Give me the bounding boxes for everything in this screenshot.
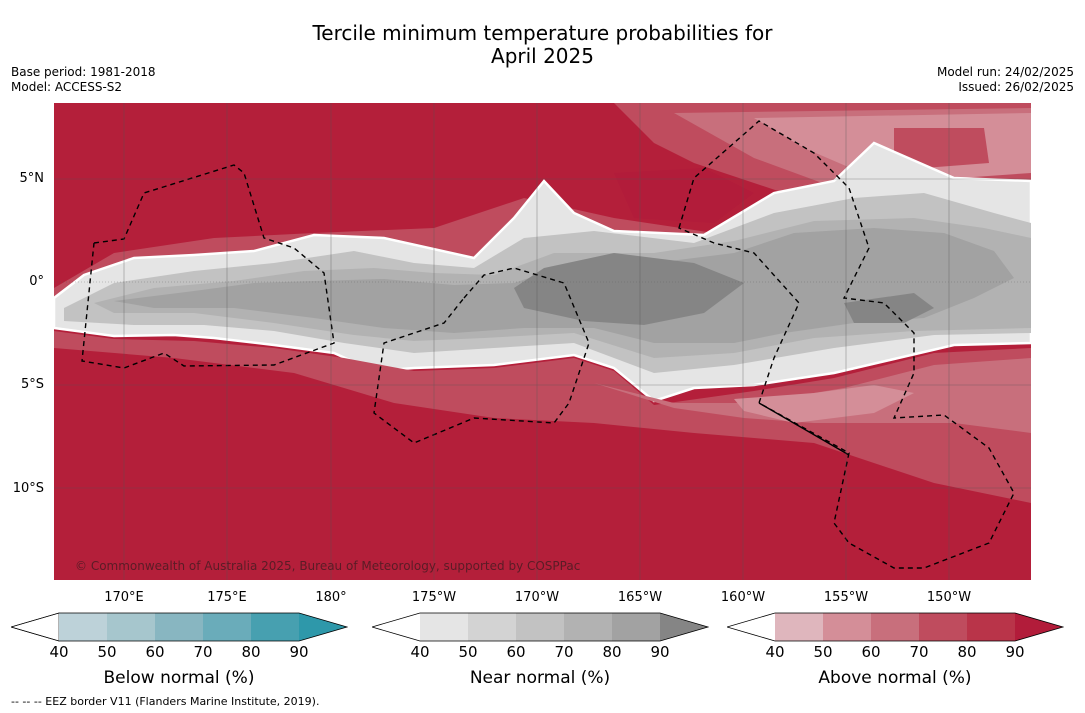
lon-label-180: 180° — [315, 590, 347, 605]
near-segment-5 — [612, 613, 660, 641]
above-tick: 50 — [813, 643, 833, 661]
above-outline — [727, 612, 1064, 642]
above-tick: 90 — [1005, 643, 1025, 661]
chart-title: Tercile minimum temperature probabilitie… — [0, 22, 1085, 68]
probability-map — [54, 103, 1031, 580]
below-segment-3 — [155, 613, 203, 641]
lat-label-5n: 5°N — [19, 171, 45, 186]
above-segment-5 — [967, 613, 1015, 641]
lon-label-155w: 155°W — [823, 590, 869, 605]
eez-borders — [81, 120, 1015, 569]
base-period: Base period: 1981-2018 — [11, 65, 156, 79]
near-outline — [372, 612, 709, 642]
above-tick: 70 — [909, 643, 929, 661]
below-segment-5 — [251, 613, 299, 641]
near-tick: 80 — [602, 643, 622, 661]
below-segment-4 — [203, 613, 251, 641]
title-line-2: April 2025 — [491, 44, 594, 68]
meta-left: Base period: 1981-2018 Model: ACCESS-S2 — [11, 65, 156, 95]
below-outline — [11, 612, 348, 642]
above-segment-4 — [919, 613, 967, 641]
lat-label-10s: 10°S — [12, 481, 44, 496]
below-tick: 40 — [49, 643, 69, 661]
colorbar-near — [372, 612, 709, 642]
lon-label-150w: 150°W — [926, 590, 972, 605]
above-tick: 60 — [861, 643, 881, 661]
lat-label-0: 0° — [29, 274, 44, 289]
near-normal-label: Near normal (%) — [469, 668, 611, 688]
colorbar-above — [727, 612, 1064, 642]
near-normal-90-centre — [514, 253, 744, 325]
above-tick: 40 — [765, 643, 785, 661]
copyright-notice: © Commonwealth of Australia 2025, Bureau… — [75, 559, 581, 573]
below-tick: 70 — [193, 643, 213, 661]
below-segment-0 — [11, 612, 60, 642]
above-segment-6 — [1015, 613, 1063, 641]
below-tick: 90 — [289, 643, 309, 661]
above-normal-label: Above normal (%) — [818, 668, 972, 688]
near-segment-2 — [468, 613, 516, 641]
map-svg — [54, 103, 1031, 580]
near-tick: 60 — [506, 643, 526, 661]
near-segment-6 — [660, 613, 708, 641]
lon-label-160w: 160°W — [720, 590, 766, 605]
model-run: Model run: 24/02/2025 — [936, 65, 1074, 79]
near-segment-4 — [564, 613, 612, 641]
meta-right: Model run: 24/02/2025 Issued: 26/02/2025 — [937, 65, 1074, 95]
title-line-1: Tercile minimum temperature probabilitie… — [312, 21, 773, 45]
above-segment-0 — [727, 613, 775, 641]
below-tick: 80 — [241, 643, 261, 661]
above-transition-south — [54, 331, 1031, 503]
eez-solid-segment — [758, 402, 850, 456]
near-segment-3 — [516, 613, 564, 641]
near-tick: 50 — [458, 643, 478, 661]
near-tick: 40 — [410, 643, 430, 661]
below-segment-1 — [59, 613, 107, 641]
model-name: Model: ACCESS-S2 — [11, 80, 123, 94]
lon-label-170w: 170°W — [514, 590, 560, 605]
lon-label-175w: 175°W — [411, 590, 457, 605]
above-dark-patch-n — [614, 168, 754, 223]
near-segment-0 — [372, 613, 420, 641]
near-segment-1 — [420, 613, 468, 641]
above-dark-patch-ne — [894, 128, 989, 168]
below-tick: 50 — [97, 643, 117, 661]
above-segment-1 — [775, 613, 823, 641]
lat-label-5s: 5°S — [20, 377, 44, 392]
near-tick: 70 — [554, 643, 574, 661]
below-normal-label: Below normal (%) — [103, 668, 255, 688]
near-tick: 90 — [650, 643, 670, 661]
above-segment-3 — [871, 613, 919, 641]
below-segment-6 — [299, 613, 347, 641]
below-segment-2 — [107, 613, 155, 641]
lon-label-165w: 165°W — [617, 590, 663, 605]
issued-date: Issued: 26/02/2025 — [958, 80, 1074, 94]
colorbar-below — [11, 612, 348, 642]
eez-border-note: -- -- -- EEZ border V11 (Flanders Marine… — [11, 695, 320, 708]
above-segment-2 — [823, 613, 871, 641]
lon-label-170e: 170°E — [104, 590, 144, 605]
above-tick: 80 — [957, 643, 977, 661]
lon-label-175e: 175°E — [207, 590, 247, 605]
below-tick: 60 — [145, 643, 165, 661]
gridlines — [54, 103, 1031, 580]
